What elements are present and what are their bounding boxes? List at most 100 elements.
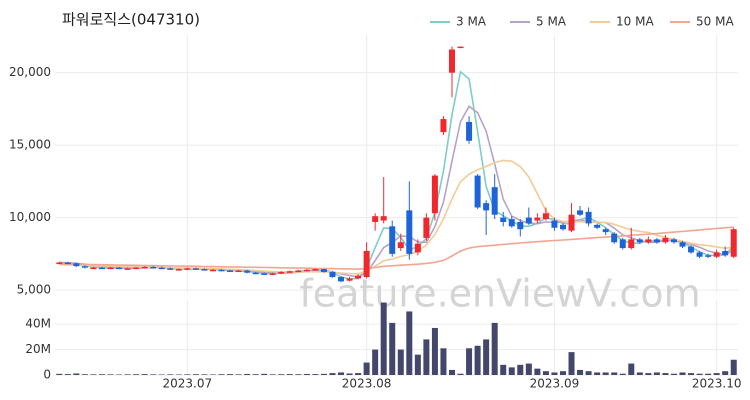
candle-body bbox=[201, 269, 208, 271]
x-tick-label: 2023.09 bbox=[530, 377, 580, 391]
volume-bar bbox=[380, 302, 387, 375]
x-tick-label: 2023.08 bbox=[342, 377, 392, 391]
volume-bar bbox=[457, 373, 464, 375]
volume-bar bbox=[423, 339, 430, 375]
candle-body bbox=[116, 267, 123, 270]
candle-body bbox=[252, 272, 259, 275]
volume-bar bbox=[56, 373, 63, 375]
candle-body bbox=[320, 269, 327, 272]
candle-body bbox=[90, 267, 97, 270]
volume-bar bbox=[227, 374, 234, 375]
volume-bar bbox=[116, 374, 123, 375]
volume-bar bbox=[98, 374, 105, 375]
candle-body bbox=[175, 269, 182, 271]
candle-body bbox=[628, 239, 635, 249]
candle-body bbox=[397, 242, 404, 249]
volume-bar bbox=[320, 373, 327, 375]
candle-body bbox=[244, 270, 251, 273]
x-tick-label: 2023.10 bbox=[692, 377, 742, 391]
candle-body bbox=[81, 266, 88, 268]
volume-bar bbox=[611, 372, 618, 375]
candle-body bbox=[466, 121, 473, 141]
volume-bar bbox=[670, 373, 677, 375]
candle-body bbox=[329, 271, 336, 278]
candle-body bbox=[534, 217, 541, 221]
candle-body bbox=[670, 239, 677, 243]
candle-body bbox=[431, 175, 438, 214]
volume-bar bbox=[278, 374, 285, 375]
y-tick-label: 10,000 bbox=[9, 210, 51, 224]
candle-body bbox=[645, 239, 652, 243]
volume-bar bbox=[448, 369, 455, 375]
candle-body bbox=[713, 252, 720, 257]
chart-title: 파워로직스(047310) bbox=[62, 11, 200, 29]
candle-body bbox=[158, 267, 165, 270]
volume-bar bbox=[577, 369, 584, 375]
volume-bar bbox=[568, 352, 575, 375]
volume-bar bbox=[261, 373, 268, 375]
volume-bar bbox=[363, 362, 370, 375]
candle-body bbox=[141, 266, 148, 269]
candle-body bbox=[585, 211, 592, 224]
candle-body bbox=[269, 273, 276, 275]
volume-bar bbox=[628, 363, 635, 375]
volume-bar bbox=[602, 372, 609, 375]
candle-body bbox=[363, 250, 370, 278]
candle-body bbox=[662, 237, 669, 243]
volume-bar bbox=[730, 359, 737, 375]
candle-body bbox=[167, 268, 174, 270]
y-tick-label: 20,000 bbox=[9, 65, 51, 79]
volume-bar bbox=[372, 349, 379, 375]
volume-bar bbox=[705, 373, 712, 375]
volume-bar bbox=[235, 374, 242, 375]
candle-body bbox=[525, 217, 532, 224]
candle-body bbox=[346, 278, 353, 281]
candle-body bbox=[483, 203, 490, 211]
volume-bar bbox=[209, 374, 216, 375]
candle-body bbox=[235, 270, 242, 273]
volume-bar bbox=[150, 374, 157, 375]
volume-bar bbox=[440, 348, 447, 375]
volume-bar bbox=[713, 373, 720, 375]
volume-bar bbox=[551, 372, 558, 375]
candle-body bbox=[448, 49, 455, 73]
volume-bar bbox=[90, 374, 97, 375]
volume-bar bbox=[141, 374, 148, 375]
legend-label: 50 MA bbox=[696, 15, 734, 29]
candle-body bbox=[406, 210, 413, 254]
candle-body bbox=[517, 221, 524, 230]
candle-body bbox=[227, 270, 234, 273]
volume-bar bbox=[175, 374, 182, 375]
candle-body bbox=[389, 226, 396, 254]
candle-body bbox=[295, 270, 302, 273]
candle-body bbox=[338, 277, 345, 282]
ma-line bbox=[59, 226, 734, 270]
watermark: feature.enViewV.com bbox=[299, 272, 700, 316]
volume-bar bbox=[679, 372, 686, 375]
volume-bar bbox=[662, 373, 669, 375]
candle-body bbox=[124, 268, 131, 270]
volume-bar bbox=[355, 373, 362, 375]
volume-bar bbox=[346, 373, 353, 375]
volume-bar bbox=[73, 373, 80, 375]
candle-body bbox=[286, 271, 293, 273]
volume-bar bbox=[64, 374, 71, 375]
volume-bar bbox=[269, 374, 276, 375]
x-tick-label: 2023.07 bbox=[163, 377, 213, 391]
volume-bar bbox=[542, 371, 549, 375]
volume-bar bbox=[244, 373, 251, 375]
candle-body bbox=[730, 229, 737, 257]
volume-bar bbox=[585, 371, 592, 375]
candle-body bbox=[559, 224, 566, 230]
candle-body bbox=[619, 239, 626, 249]
y-tick-label: 40M bbox=[25, 317, 51, 331]
candle-body bbox=[688, 246, 695, 253]
volume-bar bbox=[525, 363, 532, 375]
volume-bar bbox=[295, 374, 302, 375]
volume-bar bbox=[534, 368, 541, 375]
volume-bar bbox=[406, 311, 413, 375]
ma-line bbox=[59, 105, 735, 278]
volume-bar bbox=[414, 354, 421, 375]
candle-body bbox=[474, 175, 481, 208]
candle-body bbox=[73, 263, 80, 267]
